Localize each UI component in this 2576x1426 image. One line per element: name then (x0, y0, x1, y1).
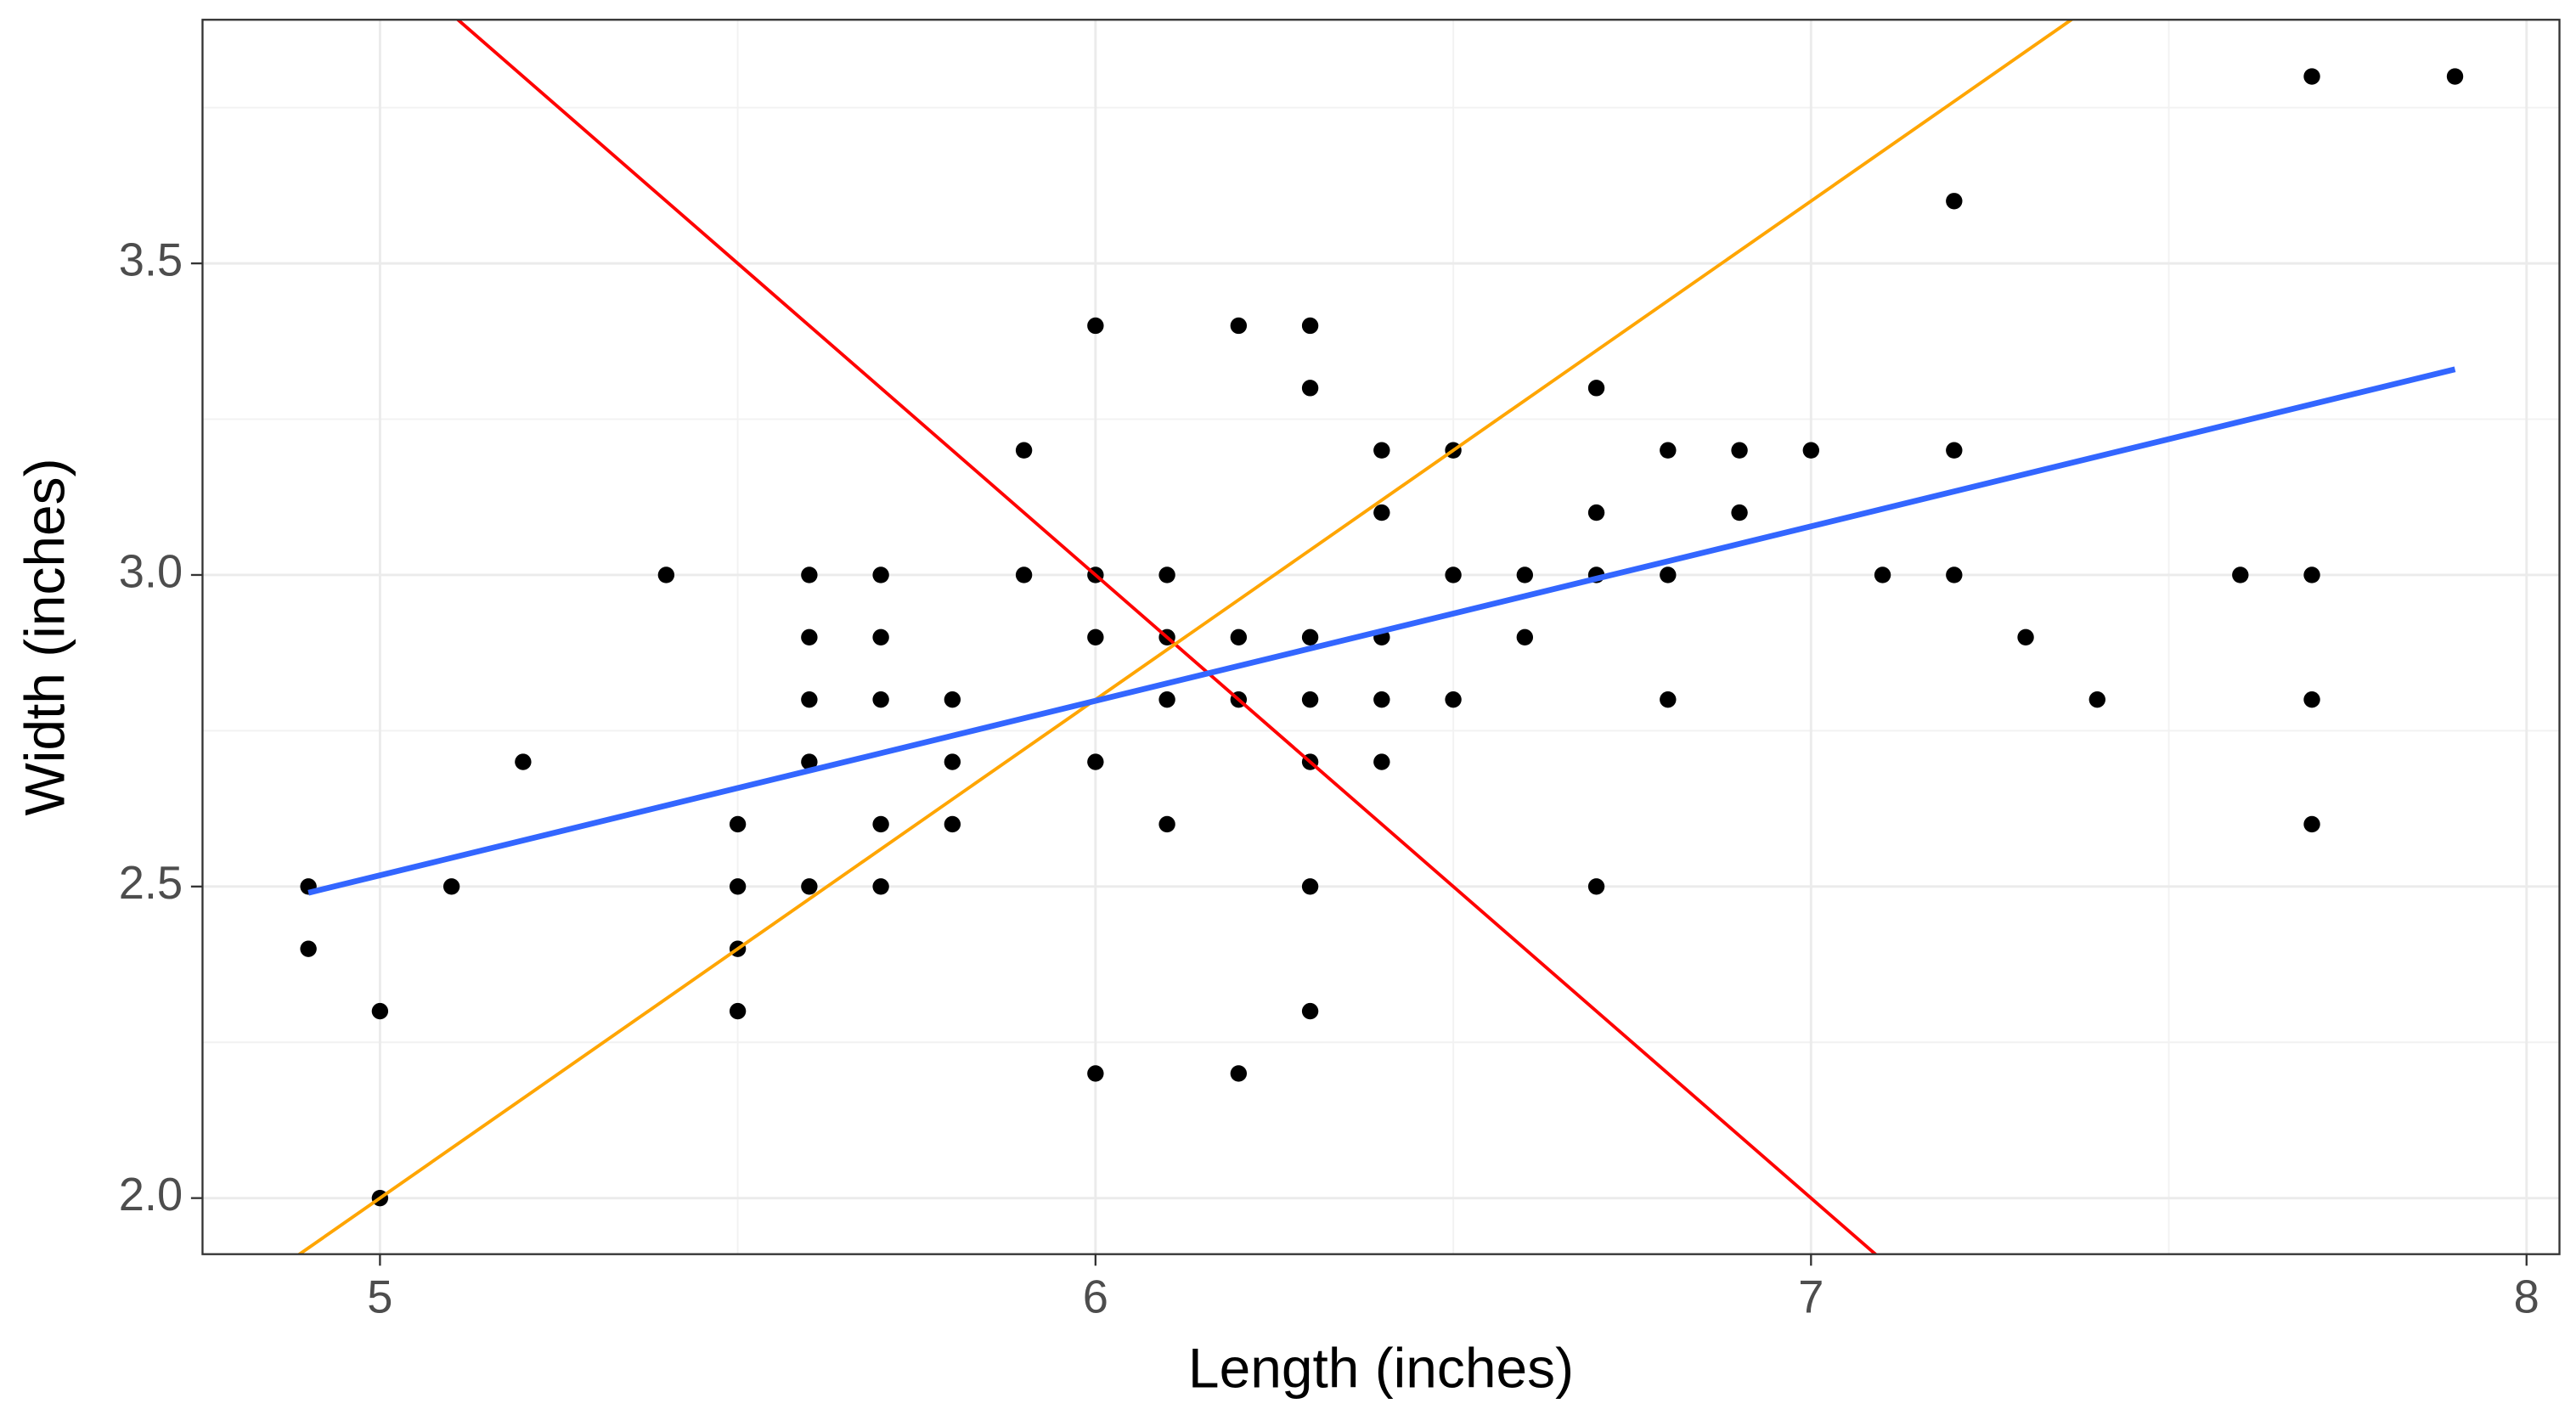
point (1158, 815, 1175, 833)
point (2017, 628, 2034, 646)
point (1946, 193, 1963, 210)
point (300, 940, 317, 957)
point (729, 815, 747, 833)
x-tick-label: 5 (367, 1271, 392, 1322)
plot-area (296, 20, 2464, 1254)
point (1516, 566, 1534, 583)
axes: 5 6 7 8 2.0 2.5 3.0 3.5 (119, 234, 2539, 1322)
point (801, 628, 818, 646)
point (2232, 566, 2249, 583)
point (1587, 878, 1605, 895)
point (872, 566, 889, 583)
reference-line (296, 20, 2075, 1254)
point (2446, 68, 2464, 85)
point (1660, 691, 1677, 708)
fit-line (307, 366, 2456, 896)
point (1946, 566, 1963, 583)
point (729, 878, 747, 895)
point (1660, 442, 1677, 459)
point (1731, 442, 1748, 459)
point (944, 753, 961, 770)
point (1660, 566, 1677, 583)
point (2303, 691, 2320, 708)
point (1874, 566, 1891, 583)
point (1015, 566, 1033, 583)
point (1301, 1002, 1319, 1020)
point (1230, 317, 1248, 335)
point (1301, 380, 1319, 397)
point (872, 691, 889, 708)
x-axis-title: Length (inches) (1188, 1337, 1574, 1400)
point (1373, 691, 1390, 708)
point (1301, 691, 1319, 708)
point (2303, 815, 2320, 833)
point (944, 691, 961, 708)
point (944, 815, 961, 833)
y-tick-label: 3.0 (119, 546, 183, 597)
point (1802, 442, 1820, 459)
point (1087, 1065, 1104, 1082)
point (1731, 504, 1748, 521)
point (2303, 566, 2320, 583)
point (1301, 317, 1319, 335)
point (1015, 442, 1033, 459)
point (801, 878, 818, 895)
point (371, 1002, 389, 1020)
y-axis-title: Width (inches) (14, 458, 76, 815)
y-tick-label: 2.5 (119, 858, 183, 909)
point (1516, 628, 1534, 646)
point (801, 566, 818, 583)
point (801, 691, 818, 708)
x-tick-label: 6 (1083, 1271, 1108, 1322)
point (1158, 691, 1175, 708)
point (1587, 504, 1605, 521)
point (1445, 691, 1462, 708)
point (515, 753, 532, 770)
point (1087, 753, 1104, 770)
point (2303, 68, 2320, 85)
point (1087, 628, 1104, 646)
point (1087, 317, 1104, 335)
point (801, 753, 818, 770)
reference-line (455, 20, 1879, 1254)
point (1230, 1065, 1248, 1082)
point (1445, 566, 1462, 583)
x-tick-label: 8 (2514, 1271, 2539, 1322)
point (872, 628, 889, 646)
point (1230, 628, 1248, 646)
y-tick-label: 3.5 (119, 234, 183, 285)
point (657, 566, 675, 583)
point (729, 1002, 747, 1020)
point (1587, 380, 1605, 397)
point (1373, 504, 1390, 521)
point (1373, 753, 1390, 770)
point (1373, 442, 1390, 459)
point (872, 878, 889, 895)
point (1301, 628, 1319, 646)
point (2088, 691, 2105, 708)
point (442, 878, 460, 895)
point (1301, 878, 1319, 895)
panel-border (201, 19, 2561, 1255)
point (1158, 566, 1175, 583)
y-tick-label: 2.0 (119, 1170, 183, 1220)
x-tick-label: 7 (1798, 1271, 1823, 1322)
point (1946, 442, 1963, 459)
point (872, 815, 889, 833)
grid (202, 20, 2560, 1254)
